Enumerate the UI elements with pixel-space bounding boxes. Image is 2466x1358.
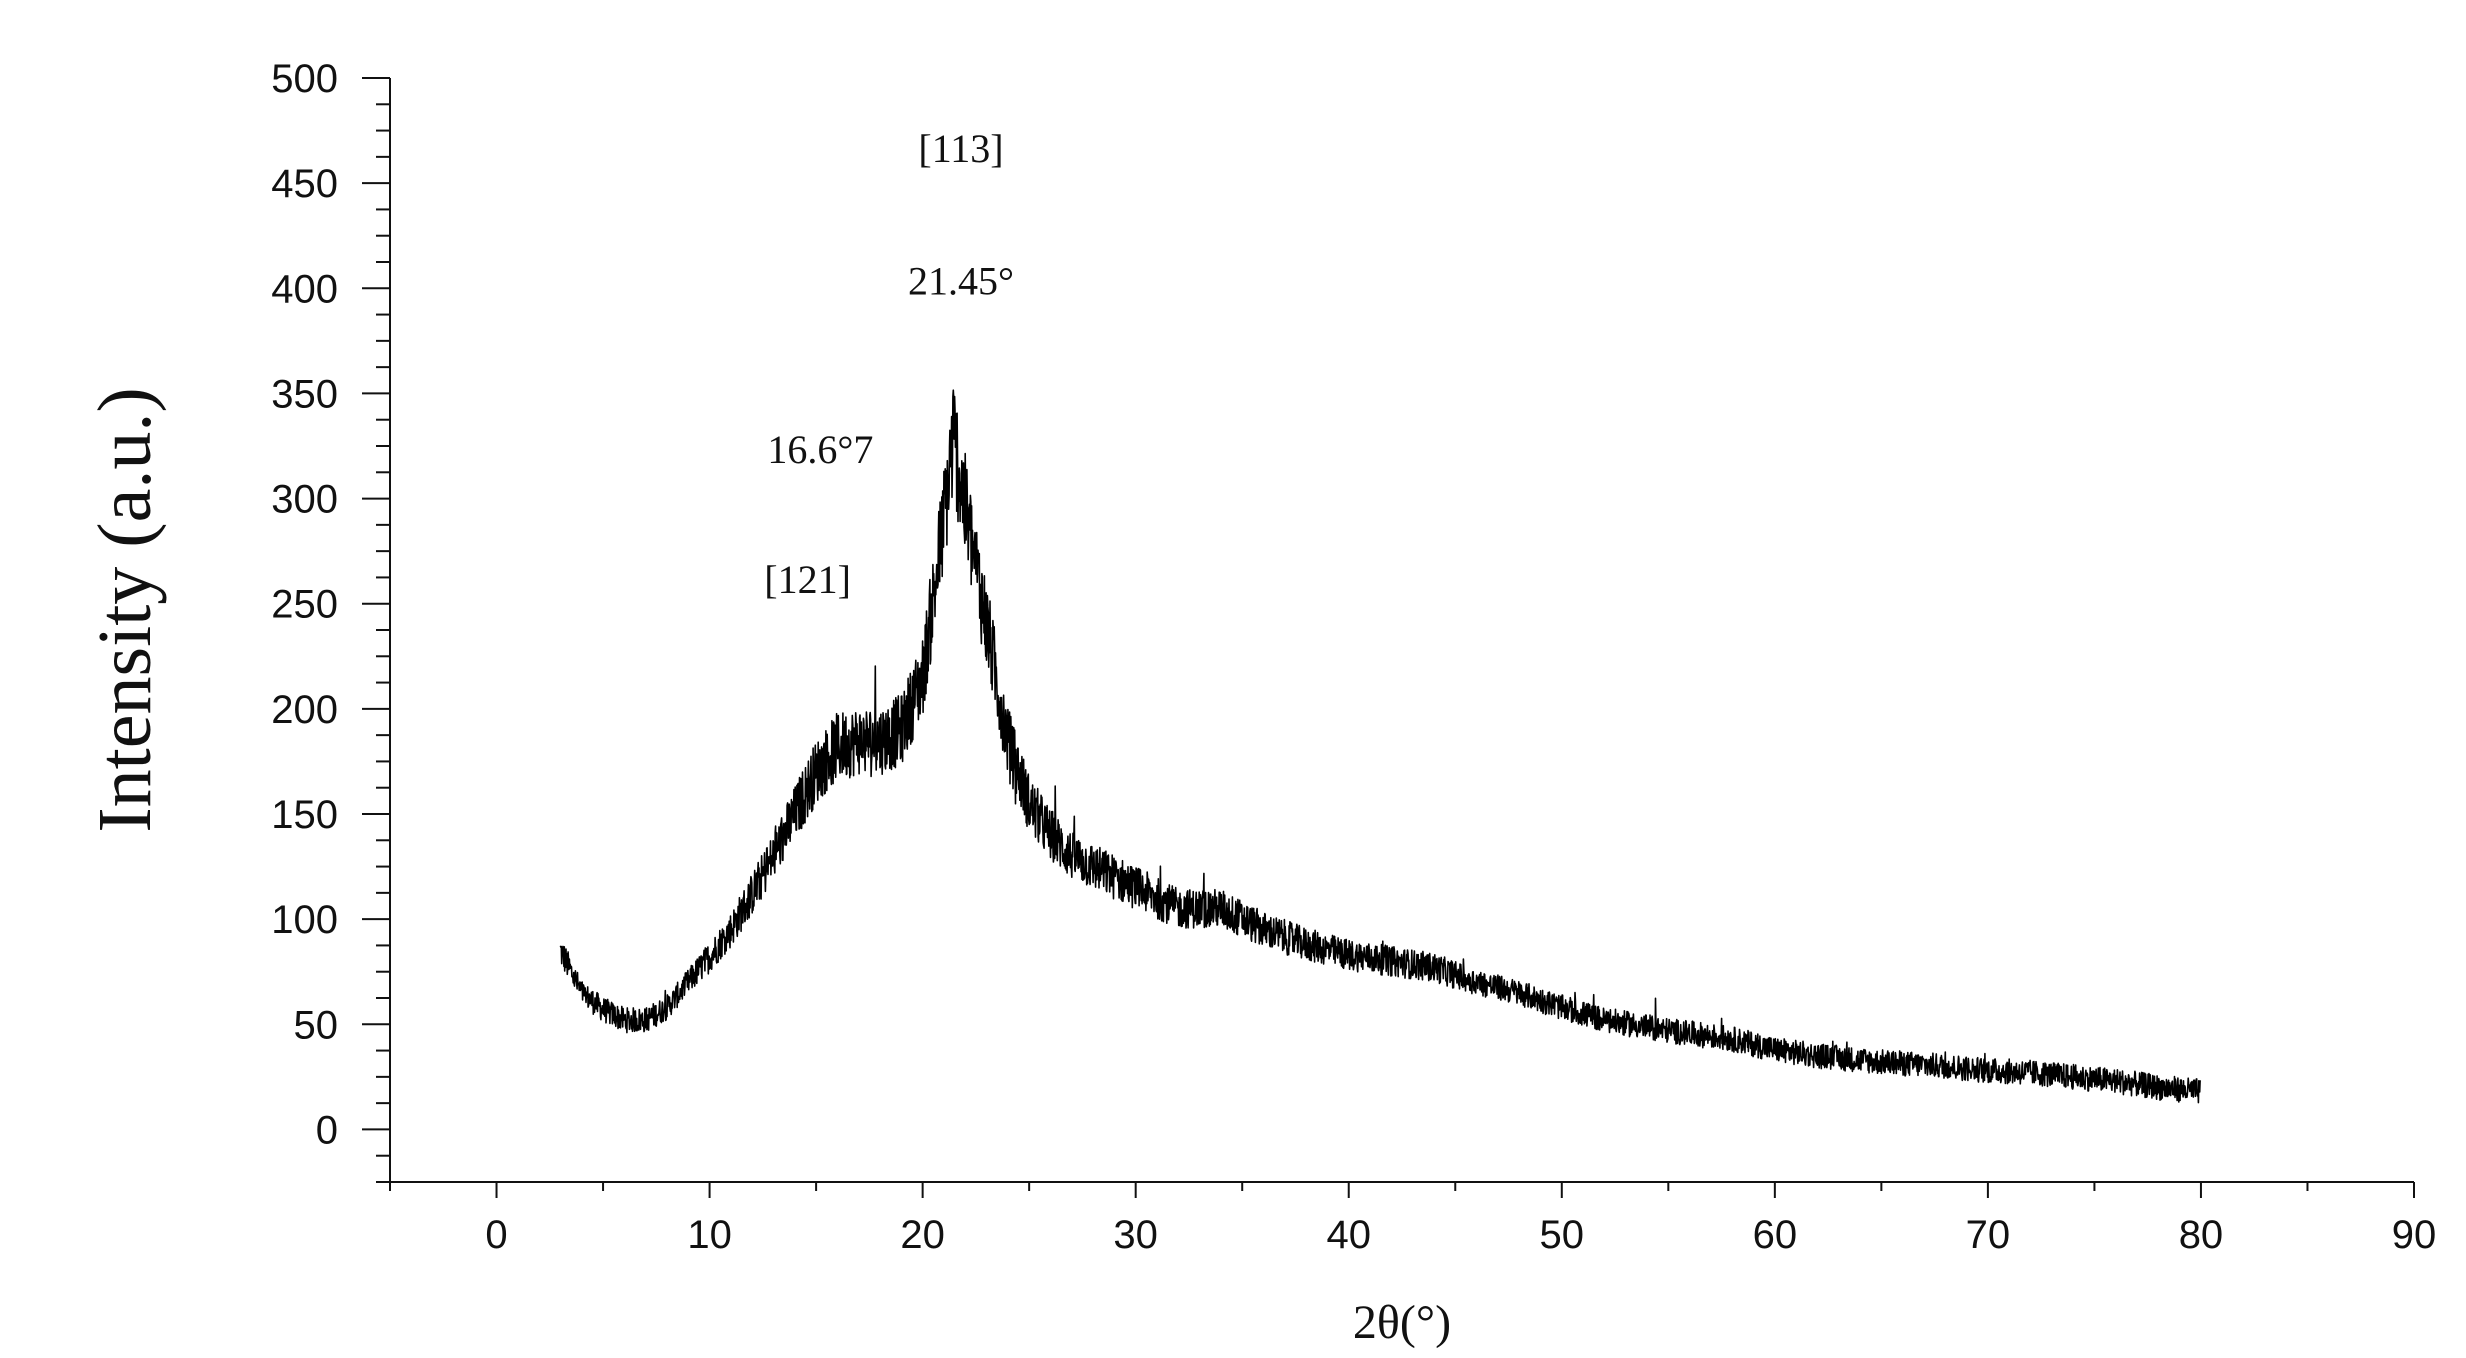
x-tick-label: 20 xyxy=(900,1213,945,1257)
y-tick-label: 150 xyxy=(271,793,338,837)
y-tick-label: 250 xyxy=(271,583,338,627)
y-tick-label: 200 xyxy=(271,688,338,732)
y-tick-label: 50 xyxy=(294,1003,339,1047)
x-tick-label: 70 xyxy=(1966,1213,2011,1257)
intensity-series-line xyxy=(559,389,2202,1104)
x-tick-label: 10 xyxy=(687,1213,732,1257)
y-tick-label: 400 xyxy=(271,267,338,311)
y-tick-label: 0 xyxy=(316,1108,338,1152)
x-tick-label: 60 xyxy=(1753,1213,1798,1257)
x-tick-label: 90 xyxy=(2392,1213,2437,1257)
x-tick-label: 30 xyxy=(1113,1213,1158,1257)
y-tick-label: 100 xyxy=(271,898,338,942)
peak-annotation: [121] xyxy=(764,557,851,602)
y-tick-label: 500 xyxy=(271,57,338,101)
axes xyxy=(389,78,2414,1183)
x-tick-label: 40 xyxy=(1326,1213,1371,1257)
x-axis-title: 2θ(°) xyxy=(1353,1296,1451,1349)
y-axis-ticks: 0 50 100 150 200 250 300 350 400 450 500 xyxy=(271,57,390,1183)
peak-annotation: 16.6°7 xyxy=(767,427,873,472)
y-tick-label: 350 xyxy=(271,372,338,416)
x-tick-label: 50 xyxy=(1540,1213,1585,1257)
peak-annotation: [113] xyxy=(918,126,1003,171)
x-tick-label: 80 xyxy=(2179,1213,2224,1257)
y-tick-label: 450 xyxy=(271,162,338,206)
x-tick-label: 0 xyxy=(485,1213,507,1257)
peak-annotation: 21.45° xyxy=(908,259,1014,304)
x-axis-ticks: 0 10 20 30 40 50 60 70 80 90 xyxy=(389,1182,2437,1257)
y-tick-label: 300 xyxy=(271,478,338,522)
peak-annotations: [113] 21.45° 16.6°7 [121] xyxy=(764,126,1014,602)
y-axis-title: Intensity (a.u.) xyxy=(83,387,167,832)
